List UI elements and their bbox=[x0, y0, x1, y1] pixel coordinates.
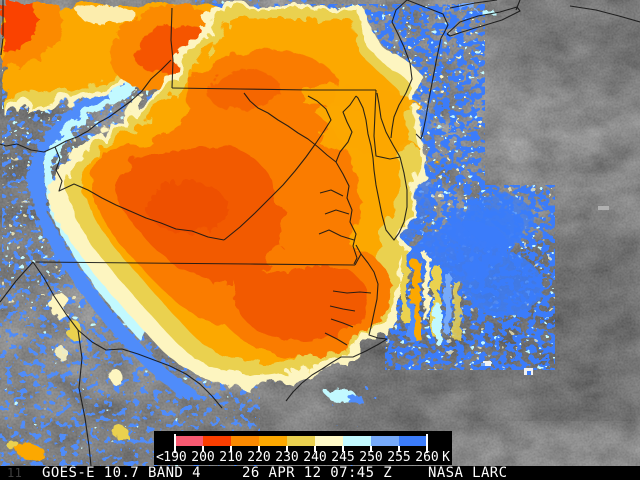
border-va-rivers bbox=[318, 189, 355, 241]
cloud-core-deep bbox=[145, 179, 225, 231]
border-delaware bbox=[373, 89, 401, 160]
main-cloud-mass bbox=[6, 0, 457, 457]
colorbar-tick bbox=[342, 446, 344, 452]
colorbar-tick-label: 220 bbox=[247, 450, 271, 465]
colorbar-legend: < 190 200 210 220 230 240 245 250 255 260 K bbox=[154, 431, 452, 465]
colorbar-tick-label: 190 bbox=[163, 450, 187, 465]
border-nc-west bbox=[77, 329, 92, 466]
colorbar-segment bbox=[315, 436, 343, 446]
colorbar-tick bbox=[258, 446, 260, 452]
satellite-map bbox=[0, 0, 640, 466]
border-delmarva bbox=[355, 95, 408, 241]
colorbar-tick-label: 260 bbox=[415, 450, 439, 465]
colorbar-tick bbox=[398, 446, 400, 452]
colorbar-segment bbox=[231, 436, 259, 446]
colorbar-segment bbox=[343, 436, 371, 446]
border-chesapeake-west bbox=[335, 95, 358, 265]
colorbar-tick-label: 250 bbox=[359, 450, 383, 465]
border-nc-sounds bbox=[285, 244, 388, 402]
satellite-image bbox=[0, 0, 640, 466]
border-potomac bbox=[243, 92, 337, 163]
nw-blue-arc bbox=[27, 27, 195, 399]
credit-label: NASA LARC bbox=[428, 465, 508, 480]
border-mason-dixon bbox=[171, 87, 376, 91]
colorbar-tick bbox=[370, 446, 372, 452]
border-wv-va-ridge bbox=[223, 95, 332, 241]
border-nj-coast bbox=[415, 37, 442, 140]
colorbar-segment bbox=[175, 436, 203, 446]
cloud-streaks bbox=[398, 248, 457, 342]
colorbar-segment bbox=[371, 436, 399, 446]
colorbar-tick-label: 245 bbox=[331, 450, 355, 465]
border-albemarle bbox=[324, 290, 372, 346]
colorbar-tick-label: 230 bbox=[275, 450, 299, 465]
colorbar-tick bbox=[230, 446, 232, 452]
colorbar-strip bbox=[175, 436, 427, 446]
colorbar-tick-label: 210 bbox=[219, 450, 243, 465]
datetime-label: 26 APR 12 07:45 Z bbox=[242, 465, 393, 480]
colorbar-tick bbox=[286, 446, 288, 452]
border-ohio-river bbox=[0, 59, 172, 153]
border-ct-coast bbox=[449, 0, 640, 23]
border-va-nc bbox=[35, 261, 356, 266]
colorbar-tick bbox=[202, 446, 204, 452]
state-borders bbox=[0, 0, 640, 466]
status-bar: GOES-E 10.7 BAND 4 26 APR 12 07:45 Z NAS… bbox=[0, 466, 640, 480]
colorbar-segment bbox=[399, 436, 427, 446]
ocean-cloud-specks bbox=[481, 206, 609, 375]
frame-counter: 11 bbox=[7, 466, 23, 480]
sw-warm-spots bbox=[6, 289, 360, 457]
colorbar-segment bbox=[287, 436, 315, 446]
colorbar-tick-label: 255 bbox=[387, 450, 411, 465]
colorbar-tick bbox=[314, 446, 316, 452]
colorbar-end-tick bbox=[174, 434, 176, 453]
product-label: GOES-E 10.7 BAND 4 bbox=[42, 465, 201, 480]
colorbar-segment bbox=[259, 436, 287, 446]
colorbar-end-tick bbox=[426, 434, 428, 453]
border-wv-south bbox=[54, 146, 225, 241]
cloud-core-nc bbox=[226, 262, 363, 336]
border-ky-va bbox=[0, 261, 34, 303]
border-delaware-river bbox=[390, 0, 413, 139]
border-nj-north bbox=[406, 0, 449, 39]
border-left-edge bbox=[0, 0, 4, 56]
colorbar-tick-label: 200 bbox=[191, 450, 215, 465]
border-oh-pa bbox=[170, 7, 174, 89]
colorbar-prefix: < bbox=[156, 450, 164, 465]
colorbar-tick-label: 240 bbox=[303, 450, 327, 465]
cloud-core-md bbox=[205, 67, 275, 109]
nw-cyan-arc bbox=[41, 39, 181, 336]
border-long-island bbox=[446, 6, 521, 37]
border-tn-nc bbox=[32, 261, 223, 409]
colorbar-segment bbox=[203, 436, 231, 446]
colorbar-unit: K bbox=[442, 450, 450, 465]
